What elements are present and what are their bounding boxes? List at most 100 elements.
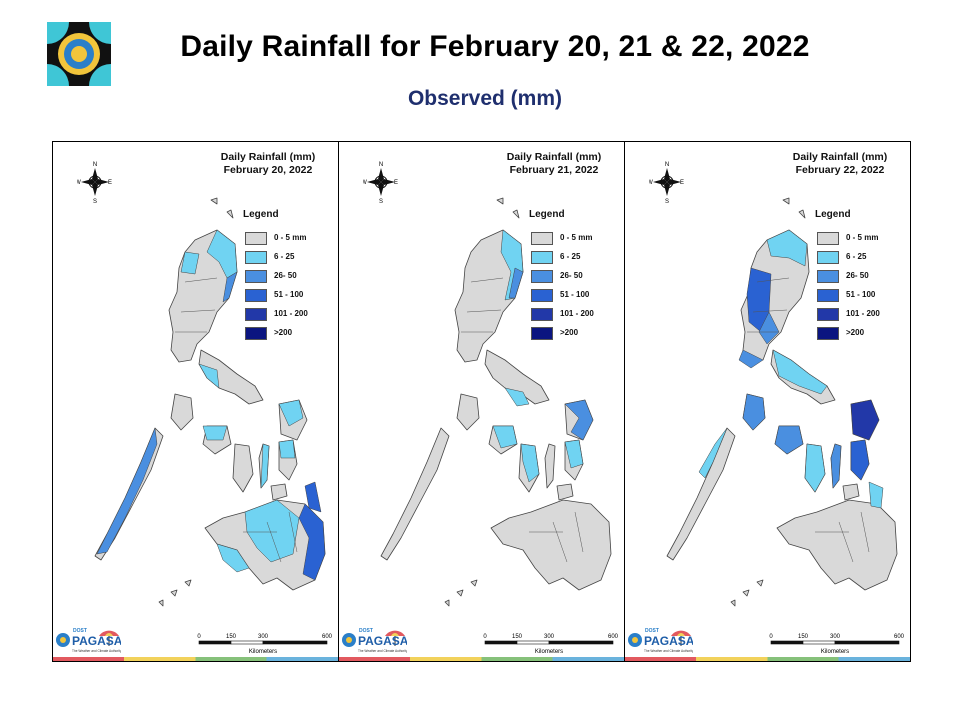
island-sulu bbox=[158, 579, 192, 607]
map-title-line1: Daily Rainfall (mm) bbox=[792, 151, 888, 163]
brand-tag: DOST bbox=[359, 628, 373, 634]
map-date: February 21, 2022 bbox=[509, 164, 599, 176]
rainfall-area bbox=[850, 399, 880, 441]
compass-e-label: E bbox=[680, 180, 684, 186]
north-arrow-icon: N S W E bbox=[649, 162, 684, 204]
rainfall-area bbox=[830, 443, 842, 489]
legend-title: Legend bbox=[243, 209, 279, 220]
legend-item: 26- 50 bbox=[245, 268, 325, 287]
rainfall-area bbox=[564, 439, 584, 469]
legend-swatch bbox=[817, 289, 839, 302]
legend-label: 0 - 5 mm bbox=[560, 233, 593, 242]
rainfall-area bbox=[564, 399, 594, 441]
compass-n-label: N bbox=[93, 162, 97, 168]
scale-unit-label: Kilometers bbox=[249, 649, 277, 655]
legend-label: 101 - 200 bbox=[560, 309, 594, 318]
legend-item: 101 - 200 bbox=[245, 306, 325, 325]
scale-tick-label: 600 bbox=[608, 634, 619, 640]
rainfall-area bbox=[850, 439, 870, 481]
rainfall-area bbox=[260, 443, 270, 489]
compass-w-label: W bbox=[363, 180, 367, 186]
island-mindoro bbox=[456, 393, 480, 431]
island-babuyan bbox=[782, 197, 806, 219]
legend-item: 101 - 200 bbox=[817, 306, 897, 325]
legend-label: 26- 50 bbox=[846, 271, 869, 280]
legend-item: 51 - 100 bbox=[817, 287, 897, 306]
map-panel-feb-22: N S W E Daily Rainfall (mm) February 22, 2022… bbox=[625, 142, 910, 661]
legend-label: 101 - 200 bbox=[274, 309, 308, 318]
rainfall-area bbox=[766, 229, 808, 267]
rainfall-area bbox=[698, 427, 728, 479]
legend-swatch bbox=[245, 308, 267, 321]
brand-tagline: The Weather and Climate Authority bbox=[644, 649, 693, 653]
rainfall-area bbox=[758, 311, 780, 345]
scale-tick-label: 300 bbox=[830, 634, 841, 640]
rainfall-area bbox=[504, 387, 530, 407]
rainfall-area bbox=[96, 427, 158, 555]
rainfall-area bbox=[804, 443, 826, 493]
rainfall-area bbox=[216, 543, 250, 573]
map-title-line1: Daily Rainfall (mm) bbox=[506, 151, 602, 163]
legend-swatch bbox=[531, 327, 553, 340]
rainfall-area bbox=[278, 439, 296, 459]
compass-s-label: S bbox=[93, 199, 97, 204]
rainfall-area bbox=[774, 425, 804, 455]
island-negros bbox=[232, 443, 254, 493]
legend-label: 101 - 200 bbox=[846, 309, 880, 318]
legend-label: >200 bbox=[560, 328, 579, 337]
scale-bar: 0 150 300 600 Kilometers bbox=[483, 634, 619, 655]
compass-w-label: W bbox=[649, 180, 653, 186]
scale-tick-label: 150 bbox=[798, 634, 809, 640]
map-title: Daily Rainfall (mm) February 20, 2022 bbox=[203, 151, 333, 177]
legend-label: >200 bbox=[846, 328, 865, 337]
legend-item: >200 bbox=[245, 325, 325, 344]
legend-swatch bbox=[245, 251, 267, 264]
map-title-line1: Daily Rainfall (mm) bbox=[220, 151, 316, 163]
philippines-rainfall-map bbox=[380, 197, 612, 607]
island-cebu bbox=[544, 443, 556, 489]
compass-n-label: N bbox=[379, 162, 383, 168]
rainfall-area bbox=[202, 425, 228, 441]
legend: 0 - 5 mm 6 - 25 26- 50 51 - 100 101 - 200 >20… bbox=[245, 230, 325, 344]
compass-s-label: S bbox=[379, 199, 383, 204]
philippines-rainfall-map bbox=[94, 197, 326, 607]
footer-stripe bbox=[53, 657, 338, 661]
island-palawan bbox=[380, 427, 450, 561]
legend-item: 0 - 5 mm bbox=[531, 230, 611, 249]
brand-tagline: The Weather and Climate Authority bbox=[358, 649, 407, 653]
rainfall-maps: N S W E Daily Rainfall (mm)February 20, 2022… bbox=[52, 141, 911, 662]
legend-label: 51 - 100 bbox=[274, 290, 304, 299]
legend-swatch bbox=[531, 308, 553, 321]
rainfall-area bbox=[508, 267, 524, 299]
brand-tag: DOST bbox=[645, 628, 659, 634]
brand-name: PAGASA bbox=[644, 634, 693, 648]
legend-item: 6 - 25 bbox=[817, 249, 897, 268]
scale-unit-label: Kilometers bbox=[821, 649, 849, 655]
scale-tick-label: 150 bbox=[226, 634, 237, 640]
scale-bar: 0 150 300 600 Kilometers bbox=[197, 634, 332, 655]
legend-swatch bbox=[817, 270, 839, 283]
rainfall-area bbox=[180, 251, 200, 275]
north-arrow-icon: N S W E bbox=[77, 162, 112, 204]
legend-swatch bbox=[245, 270, 267, 283]
north-arrow-icon: N S W E bbox=[363, 162, 398, 204]
legend-label: 6 - 25 bbox=[846, 252, 867, 261]
legend-swatch bbox=[531, 289, 553, 302]
rainfall-area bbox=[244, 499, 300, 563]
rainfall-area bbox=[738, 349, 764, 369]
legend-swatch bbox=[531, 270, 553, 283]
legend-item: >200 bbox=[531, 325, 611, 344]
legend-label: 51 - 100 bbox=[560, 290, 590, 299]
legend-item: 26- 50 bbox=[817, 268, 897, 287]
rainfall-area bbox=[304, 481, 322, 513]
scale-tick-label: 600 bbox=[894, 634, 905, 640]
legend-item: 51 - 100 bbox=[531, 287, 611, 306]
legend-label: 26- 50 bbox=[560, 271, 583, 280]
page-subtitle: Observed (mm) bbox=[407, 87, 563, 110]
rainfall-area bbox=[198, 363, 220, 389]
philippines-rainfall-map bbox=[666, 197, 898, 607]
rainfall-area bbox=[298, 503, 326, 581]
legend-item: 0 - 5 mm bbox=[245, 230, 325, 249]
island-mindanao bbox=[776, 499, 898, 591]
scale-tick-label: 0 bbox=[769, 634, 773, 640]
